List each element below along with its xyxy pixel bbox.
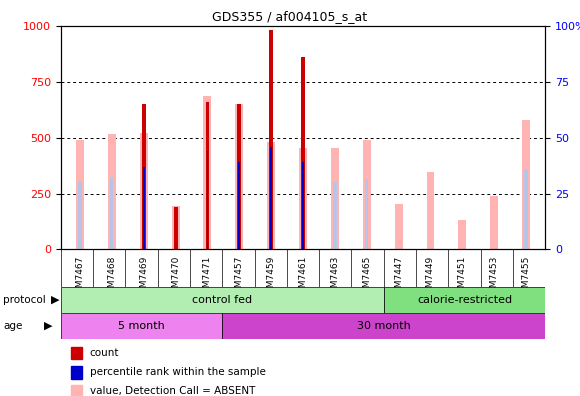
Bar bbox=[61, 313, 222, 339]
Bar bbox=[426, 172, 434, 249]
Text: GDS355 / af004105_s_at: GDS355 / af004105_s_at bbox=[212, 10, 368, 23]
Bar bbox=[205, 102, 209, 249]
Bar bbox=[331, 148, 339, 249]
Bar bbox=[267, 142, 275, 249]
Text: percentile rank within the sample: percentile rank within the sample bbox=[90, 367, 266, 377]
Bar bbox=[301, 57, 305, 249]
Bar bbox=[108, 134, 116, 249]
Text: ▶: ▶ bbox=[44, 321, 52, 331]
Text: ▶: ▶ bbox=[51, 295, 59, 305]
Bar bbox=[490, 196, 498, 249]
Bar bbox=[235, 104, 243, 249]
Bar bbox=[302, 162, 304, 249]
Bar bbox=[71, 366, 82, 379]
Bar bbox=[140, 133, 148, 249]
Bar bbox=[204, 96, 212, 249]
Text: 5 month: 5 month bbox=[118, 321, 165, 331]
Bar bbox=[237, 104, 241, 249]
Bar bbox=[206, 151, 208, 249]
Bar bbox=[270, 147, 272, 249]
Text: control fed: control fed bbox=[193, 295, 252, 305]
Bar bbox=[334, 182, 336, 249]
Bar bbox=[110, 178, 114, 249]
Bar bbox=[172, 206, 180, 249]
Bar bbox=[238, 162, 240, 249]
Text: calorie-restricted: calorie-restricted bbox=[417, 295, 512, 305]
Text: value, Detection Call = ABSENT: value, Detection Call = ABSENT bbox=[90, 386, 255, 396]
Text: age: age bbox=[3, 321, 22, 331]
Bar bbox=[269, 30, 273, 249]
Bar bbox=[61, 287, 384, 313]
Text: count: count bbox=[90, 348, 119, 358]
Bar bbox=[458, 221, 466, 249]
Bar bbox=[71, 385, 82, 396]
Bar bbox=[173, 207, 177, 249]
Bar bbox=[71, 346, 82, 359]
Text: protocol: protocol bbox=[3, 295, 46, 305]
Bar bbox=[143, 167, 144, 249]
Bar bbox=[142, 104, 146, 249]
Bar bbox=[365, 179, 368, 249]
Bar bbox=[394, 204, 403, 249]
Bar bbox=[363, 140, 371, 249]
Bar bbox=[299, 148, 307, 249]
Bar bbox=[384, 287, 545, 313]
Bar bbox=[522, 120, 530, 249]
Text: 30 month: 30 month bbox=[357, 321, 411, 331]
Bar bbox=[78, 182, 82, 249]
Bar bbox=[222, 313, 545, 339]
Bar bbox=[76, 140, 84, 249]
Bar bbox=[174, 213, 177, 249]
Bar bbox=[524, 169, 528, 249]
